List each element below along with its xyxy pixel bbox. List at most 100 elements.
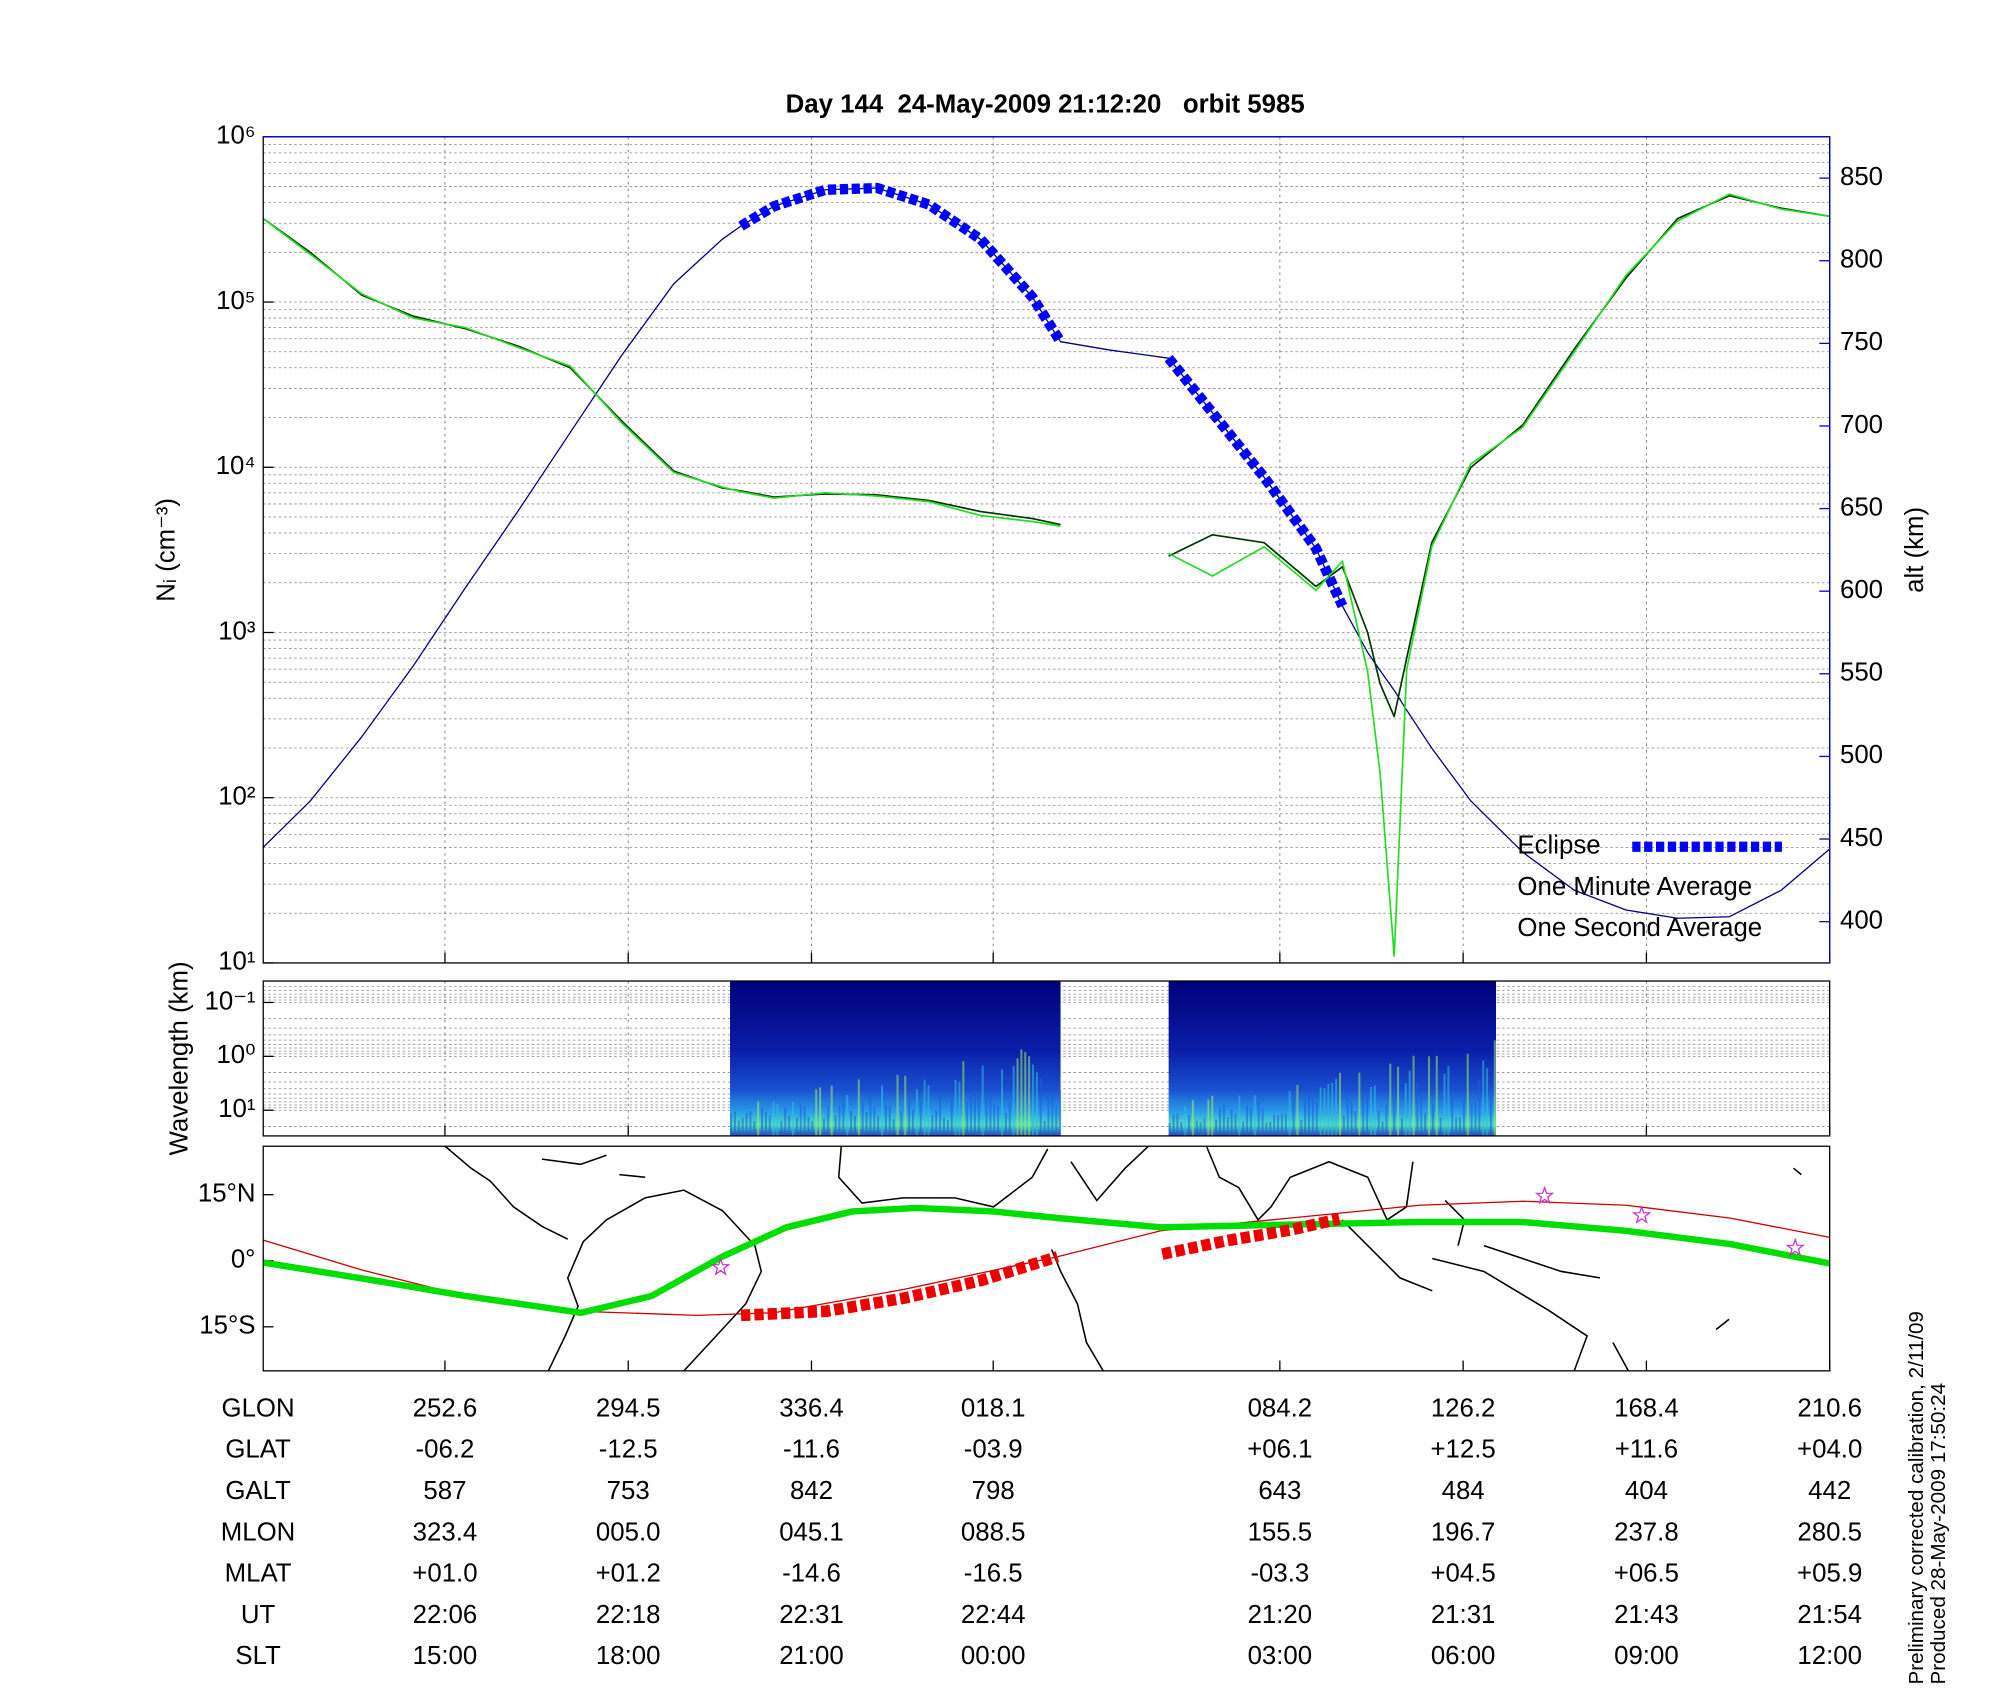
spectrogram-stripe — [1315, 1102, 1318, 1136]
spectrogram-stripe — [880, 1085, 884, 1136]
cell: +05.9 — [1797, 1560, 1862, 1588]
cell: +12.5 — [1430, 1436, 1495, 1464]
cell: 21:43 — [1614, 1601, 1679, 1629]
spectrogram-stripe — [1458, 1116, 1462, 1136]
cell: 442 — [1808, 1477, 1851, 1505]
y2-tick-label: 600 — [1840, 576, 1883, 604]
cell: -14.6 — [782, 1560, 841, 1588]
chart-title: Day 144 24-May-2009 21:12:20 orbit 5985 — [786, 91, 1305, 119]
spectrogram-stripe — [791, 1101, 795, 1136]
spectrogram-stripe — [877, 1115, 880, 1136]
y2-tick-label: 500 — [1840, 741, 1883, 769]
spectrogram-stripe — [1253, 1095, 1256, 1136]
spectrogram-stripe — [1180, 1122, 1183, 1136]
row-label: GALT — [225, 1477, 291, 1505]
spectrogram-stripe — [1377, 1110, 1380, 1136]
spectrogram-stripe — [1350, 1102, 1353, 1136]
spectrogram-stripe — [853, 1115, 856, 1136]
spectrogram-stripe — [1400, 1118, 1403, 1136]
row-label: MLON — [221, 1518, 296, 1546]
cell: 168.4 — [1614, 1394, 1679, 1422]
spectrogram-stripe — [1466, 1053, 1469, 1136]
y2-tick-label: 850 — [1840, 163, 1883, 191]
spectrogram-stripe — [776, 1104, 779, 1136]
cell: 22:06 — [413, 1601, 478, 1629]
star-marker — [1631, 1205, 1652, 1224]
spectrogram-stripe — [1404, 1083, 1407, 1136]
spectrogram-stripe — [733, 1111, 736, 1136]
spectrogram-stripe — [1427, 1056, 1431, 1136]
cell: +06.1 — [1247, 1436, 1312, 1464]
series-line — [738, 182, 1348, 609]
spectrogram-stripe — [842, 1100, 845, 1136]
spectrogram-stripe — [737, 1120, 740, 1136]
spectrogram-stripe — [1489, 1087, 1492, 1136]
cell: 155.5 — [1248, 1518, 1313, 1546]
spectrogram-stripe — [1443, 1073, 1446, 1136]
spectrogram-stripe — [1389, 1063, 1392, 1136]
spectrogram-stripe — [1059, 1090, 1062, 1136]
spectrogram-stripe — [1393, 1087, 1396, 1136]
spectrogram-stripe — [1187, 1115, 1191, 1136]
spectrogram-stripe — [811, 1121, 814, 1136]
cell: 842 — [790, 1477, 833, 1505]
spectrogram-stripe — [1486, 1068, 1489, 1136]
spectrogram-stripe — [1366, 1097, 1369, 1136]
spectrogram-stripe — [795, 1117, 798, 1136]
spectrogram-stripe — [915, 1089, 918, 1136]
spectrogram-stripe — [1016, 1058, 1019, 1136]
cell: 484 — [1442, 1477, 1485, 1505]
spectrogram-stripe — [1043, 1121, 1046, 1136]
plot-border — [262, 1145, 1831, 1372]
spectrogram-stripe — [935, 1109, 938, 1136]
spectrogram-stripe — [846, 1094, 849, 1136]
spectrogram-stripe — [950, 1097, 953, 1136]
spectrogram-stripe — [1385, 1104, 1388, 1136]
cell: 005.0 — [596, 1518, 661, 1546]
cell: 088.5 — [961, 1518, 1026, 1546]
cell: 15:00 — [413, 1642, 478, 1670]
y2-tick-label: 550 — [1840, 659, 1883, 687]
spectrogram-stripe — [772, 1101, 775, 1136]
spectrogram-stripe — [1342, 1115, 1345, 1136]
spectrogram-stripe — [1431, 1104, 1434, 1136]
cell: 22:18 — [596, 1601, 661, 1629]
star-marker — [1785, 1237, 1806, 1257]
spectrogram-stripe — [1493, 1040, 1496, 1136]
y-tick-label: 10³ — [218, 617, 256, 645]
cell: +01.0 — [412, 1560, 477, 1588]
spectrogram-stripe — [1304, 1099, 1307, 1136]
spectrogram-stripe — [1416, 1082, 1419, 1136]
spectrogram-stripe — [1207, 1099, 1210, 1136]
spectrogram-stripe — [970, 1093, 973, 1136]
spectrogram-stripe — [819, 1087, 822, 1136]
spectrogram-stripe — [1265, 1122, 1268, 1136]
spectrogram-stripe — [1447, 1065, 1450, 1136]
spectrogram-stripe — [962, 1061, 965, 1136]
cell: +01.2 — [596, 1560, 661, 1588]
spectrogram-stripe — [861, 1102, 864, 1136]
spectrogram-stripe — [896, 1074, 899, 1136]
spectrogram-stripe — [942, 1117, 945, 1136]
spectrogram-stripe — [1381, 1121, 1384, 1136]
spectrogram-texture — [730, 1049, 1062, 1136]
spectrogram-stripe — [939, 1095, 942, 1136]
spectrogram-stripe — [1311, 1095, 1314, 1136]
y-tick-label: 10¹ — [218, 948, 256, 976]
cell: 21:20 — [1248, 1601, 1313, 1629]
spectrogram-stripe — [1277, 1115, 1280, 1136]
cell: 336.4 — [779, 1394, 844, 1422]
spectrogram-stripe — [1346, 1099, 1349, 1136]
y-tick-label: 0° — [231, 1246, 256, 1274]
cell: 03:00 — [1248, 1642, 1313, 1670]
spectrogram-stripe — [985, 1091, 988, 1136]
y2-tick-label: 800 — [1840, 246, 1883, 274]
spectrogram-stripe — [1284, 1114, 1287, 1136]
spectrogram-stripe — [900, 1110, 903, 1136]
y-tick-label: 10¹ — [218, 1095, 256, 1123]
cell: 018.1 — [961, 1394, 1026, 1422]
spectrogram-stripe — [977, 1093, 980, 1136]
cell: 126.2 — [1431, 1394, 1496, 1422]
spectrogram-stripe — [1215, 1119, 1218, 1136]
